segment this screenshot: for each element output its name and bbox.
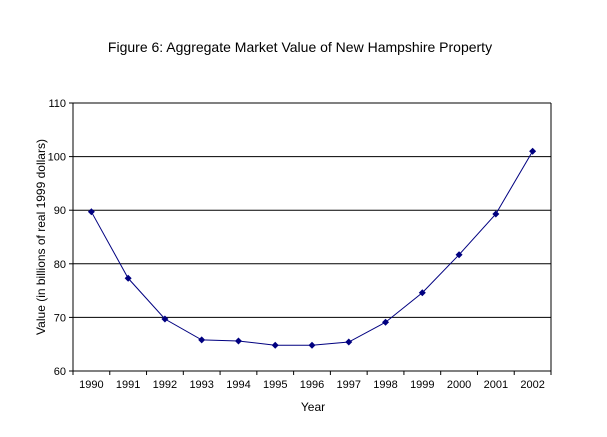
data-point-1991 [124, 274, 132, 282]
x-axis-label: Year [301, 400, 325, 414]
data-point-1993 [198, 336, 206, 344]
x-tick-label: 1992 [153, 379, 177, 391]
data-point-2000 [455, 251, 463, 259]
data-point-1996 [308, 341, 316, 349]
y-tick-label: 80 [54, 259, 66, 271]
x-tick-label: 1997 [337, 379, 361, 391]
y-tick-label: 100 [48, 152, 66, 164]
x-tick-label: 1994 [226, 379, 250, 391]
x-tick-label: 2001 [484, 379, 508, 391]
y-axis-label: Value (in billions of real 1999 dollars) [34, 139, 48, 335]
y-tick-label: 90 [54, 205, 66, 217]
data-point-1992 [161, 315, 169, 323]
data-point-2001 [492, 210, 500, 218]
series-line [90, 150, 534, 346]
data-point-1999 [418, 289, 426, 297]
x-tick-label: 2002 [520, 379, 544, 391]
x-tick-label: 1990 [79, 379, 103, 391]
y-tick-label: 70 [54, 312, 66, 324]
data-point-1997 [345, 338, 353, 346]
data-point-1998 [382, 318, 390, 326]
x-tick-label: 1996 [300, 379, 324, 391]
chart-title: Figure 6: Aggregate Market Value of New … [108, 39, 492, 55]
y-tick-label: 60 [54, 366, 66, 378]
x-tick-label: 1999 [410, 379, 434, 391]
data-point-1995 [271, 341, 279, 349]
x-tick-label: 1995 [263, 379, 287, 391]
data-point-1994 [234, 337, 242, 345]
y-tick-label: 110 [48, 98, 66, 110]
data-point-2002 [529, 147, 537, 155]
x-tick-label: 1993 [189, 379, 213, 391]
x-tick-label: 1991 [116, 379, 140, 391]
x-tick-label: 1998 [373, 379, 397, 391]
x-tick-label: 2000 [447, 379, 471, 391]
data-point-1990 [87, 208, 95, 216]
